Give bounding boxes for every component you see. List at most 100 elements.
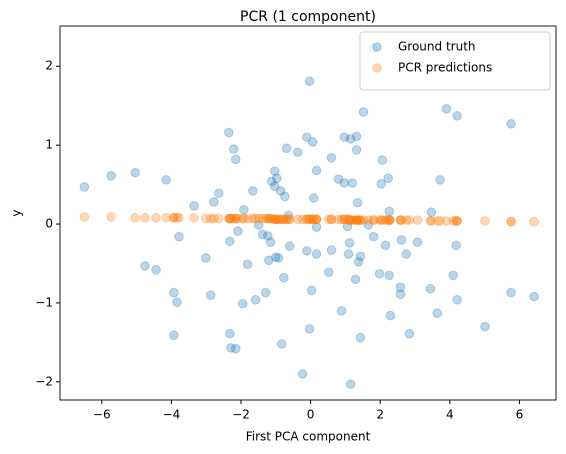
point [311,222,322,233]
point [396,235,407,245]
point [271,252,281,262]
point [292,147,303,158]
point [161,212,171,223]
point [351,145,362,155]
point [351,215,362,225]
point [311,249,322,259]
point [151,212,161,223]
point [441,216,452,226]
point [264,213,274,224]
point [308,193,319,203]
point [353,257,364,267]
point [269,166,280,176]
point [283,210,294,221]
point [225,213,235,224]
point [368,215,379,225]
point [345,379,356,390]
point [242,213,253,224]
point [326,214,337,225]
point [308,214,319,225]
y-tick-label: 1 [45,138,53,152]
x-tick-label: 0 [307,408,315,422]
point [395,215,406,225]
point [350,215,361,225]
point [79,182,90,192]
point [304,76,315,87]
point [257,213,268,224]
point [301,132,312,143]
point [342,221,353,232]
point [248,213,258,224]
point [401,249,412,259]
point [395,215,406,225]
point [280,191,290,202]
point [201,213,211,224]
point [260,287,271,298]
point [233,213,243,224]
point [230,343,241,354]
point [342,214,353,225]
point [384,206,395,217]
point [374,215,385,225]
point [307,137,318,147]
point [266,176,277,187]
point [395,282,406,292]
point [353,215,364,225]
point [347,215,358,225]
point [304,214,315,225]
point [273,214,284,225]
point [106,171,116,181]
point [347,178,358,188]
point [425,283,436,294]
point [230,213,241,224]
point [213,213,224,224]
point [448,216,459,226]
point [506,216,516,227]
point [311,214,322,225]
point [311,214,322,225]
point [351,131,362,142]
legend-label: Ground truth [398,40,476,54]
x-tick-label: 4 [446,408,454,422]
point [292,214,303,225]
point [169,212,179,223]
point [269,181,280,191]
x-tick-label: −6 [93,408,111,422]
point [326,214,337,225]
y-tick-label: 0 [45,217,53,231]
point [225,213,235,224]
point [506,216,516,227]
point [343,249,354,259]
point [404,328,415,339]
point [355,215,366,225]
point [426,207,437,218]
point [384,215,395,225]
point [172,297,182,307]
point [106,212,116,222]
point [272,173,282,184]
point [280,214,290,225]
point [304,214,315,225]
point [350,274,361,285]
point [225,236,235,247]
point [265,237,276,247]
point [384,215,395,225]
point [432,216,443,226]
point [506,287,516,298]
point [250,213,261,224]
point [238,213,249,224]
point [242,259,253,270]
point [275,214,286,225]
point [213,188,224,199]
point [385,310,396,321]
point [352,215,363,225]
point [451,216,461,226]
point [225,328,235,339]
point [130,167,140,178]
point [301,214,312,225]
point [257,229,268,240]
point [262,213,273,224]
point [380,240,391,251]
